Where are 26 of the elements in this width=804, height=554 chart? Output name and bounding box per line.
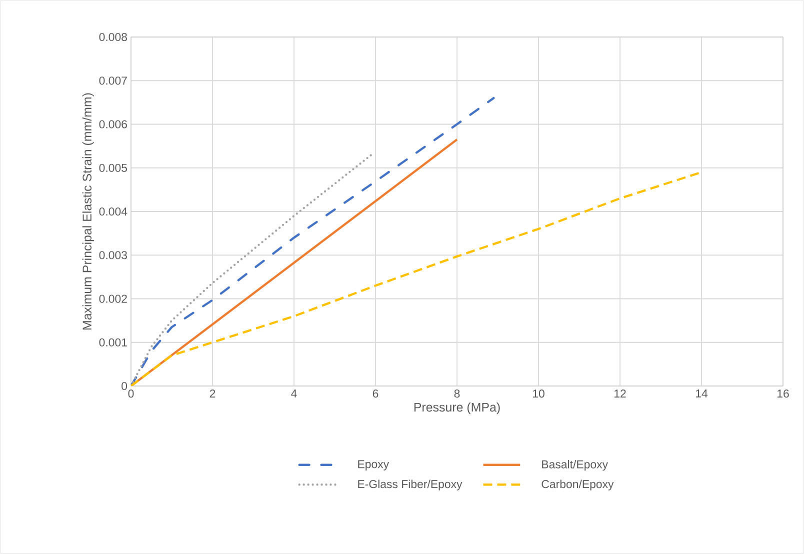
legend-label: Basalt/Epoxy bbox=[542, 460, 608, 471]
x-tick-label: 2 bbox=[210, 390, 216, 398]
y-tick-label: 0 bbox=[122, 382, 128, 390]
x-tick-label: 10 bbox=[533, 390, 544, 398]
x-tick-label: 12 bbox=[614, 390, 626, 398]
legend-label: E-Glass Fiber/Epoxy bbox=[358, 480, 462, 490]
y-tick-label: 0.003 bbox=[99, 251, 127, 260]
x-tick-label: 8 bbox=[454, 390, 460, 398]
x-tick-label: 0 bbox=[128, 390, 134, 398]
y-tick-label: 0.002 bbox=[99, 294, 127, 303]
y-tick-label: 0.001 bbox=[99, 338, 127, 346]
legend-label: Carbon/Epoxy bbox=[542, 480, 614, 490]
x-tick-label: 14 bbox=[696, 390, 708, 398]
legend-label: Epoxy bbox=[358, 460, 390, 470]
y-axis-title: Maximum Principal Elastic Strain (mm/mm) bbox=[82, 93, 94, 330]
line-series bbox=[131, 96, 495, 386]
x-tick-label: 16 bbox=[778, 390, 789, 398]
y-tick-label: 0.007 bbox=[99, 76, 127, 85]
y-tick-label: 0.005 bbox=[99, 164, 127, 172]
y-tick-label: 0.004 bbox=[99, 207, 128, 216]
x-tick-label: 6 bbox=[372, 390, 378, 398]
y-tick-label: 0.008 bbox=[99, 32, 127, 42]
x-axis-title: Pressure (MPa) bbox=[414, 402, 500, 414]
x-tick-label: 4 bbox=[291, 390, 297, 398]
line-series bbox=[131, 154, 373, 386]
y-tick-label: 0.006 bbox=[99, 120, 127, 128]
